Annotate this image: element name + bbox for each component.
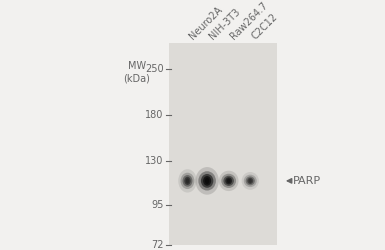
- Ellipse shape: [182, 175, 192, 187]
- Ellipse shape: [247, 178, 253, 184]
- Ellipse shape: [198, 171, 216, 190]
- Text: 250: 250: [145, 64, 164, 74]
- Ellipse shape: [221, 174, 236, 188]
- Ellipse shape: [196, 167, 219, 195]
- Ellipse shape: [225, 177, 232, 184]
- Text: Raw264.7: Raw264.7: [229, 0, 270, 42]
- Ellipse shape: [244, 175, 257, 187]
- Text: 95: 95: [151, 200, 164, 210]
- Ellipse shape: [242, 172, 259, 190]
- Ellipse shape: [184, 177, 191, 185]
- Text: C2C12: C2C12: [250, 12, 280, 42]
- Text: PARP: PARP: [293, 176, 321, 186]
- Text: 130: 130: [145, 156, 164, 166]
- Ellipse shape: [223, 176, 234, 186]
- Ellipse shape: [205, 178, 209, 184]
- Ellipse shape: [186, 178, 189, 184]
- Text: NIH-3T3: NIH-3T3: [207, 7, 242, 42]
- Text: 180: 180: [145, 110, 164, 120]
- Text: MW: MW: [127, 61, 146, 71]
- Ellipse shape: [249, 179, 252, 183]
- Bar: [169, 43, 277, 244]
- Ellipse shape: [201, 174, 213, 188]
- Ellipse shape: [219, 171, 239, 191]
- Ellipse shape: [178, 169, 197, 192]
- Ellipse shape: [203, 176, 211, 186]
- Text: (kDa): (kDa): [123, 74, 150, 84]
- Ellipse shape: [227, 178, 231, 183]
- Ellipse shape: [246, 176, 255, 185]
- Text: Neuro2A: Neuro2A: [187, 5, 224, 42]
- Text: 72: 72: [151, 240, 164, 250]
- Ellipse shape: [181, 173, 194, 189]
